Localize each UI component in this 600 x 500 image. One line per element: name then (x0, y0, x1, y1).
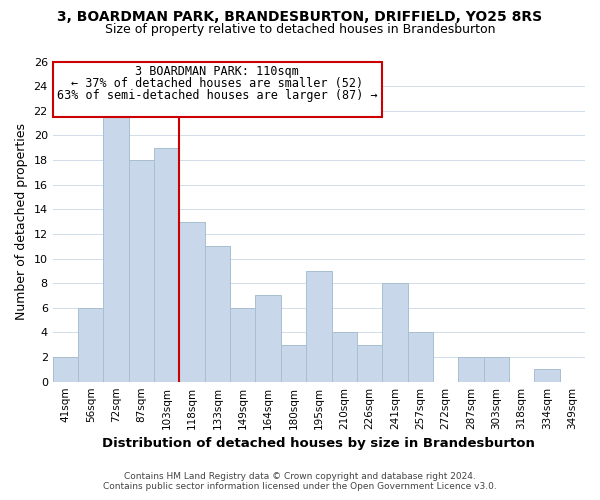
Bar (205, 246, 230, 382)
Bar (484, 357, 509, 382)
Bar (179, 222, 205, 382)
Bar (407, 332, 433, 382)
Bar (129, 160, 154, 382)
Text: 3, BOARDMAN PARK, BRANDESBURTON, DRIFFIELD, YO25 8RS: 3, BOARDMAN PARK, BRANDESBURTON, DRIFFIE… (58, 10, 542, 24)
Text: 3 BOARDMAN PARK: 110sqm: 3 BOARDMAN PARK: 110sqm (136, 66, 299, 78)
Bar (332, 332, 357, 382)
Text: Contains HM Land Registry data © Crown copyright and database right 2024.: Contains HM Land Registry data © Crown c… (124, 472, 476, 481)
Bar (256, 296, 281, 382)
Bar (78, 308, 103, 382)
Text: Size of property relative to detached houses in Brandesburton: Size of property relative to detached ho… (105, 22, 495, 36)
Bar (103, 111, 129, 382)
Y-axis label: Number of detached properties: Number of detached properties (15, 123, 28, 320)
Text: 63% of semi-detached houses are larger (87) →: 63% of semi-detached houses are larger (… (57, 89, 378, 102)
Bar (357, 344, 382, 382)
Bar (458, 357, 484, 382)
Bar (306, 271, 332, 382)
Text: Contains public sector information licensed under the Open Government Licence v3: Contains public sector information licen… (103, 482, 497, 491)
Bar (281, 344, 306, 382)
X-axis label: Distribution of detached houses by size in Brandesburton: Distribution of detached houses by size … (103, 437, 535, 450)
Bar (230, 308, 256, 382)
Bar (154, 148, 179, 382)
Bar (535, 370, 560, 382)
Bar (53, 357, 78, 382)
Bar (382, 283, 407, 382)
Text: ← 37% of detached houses are smaller (52): ← 37% of detached houses are smaller (52… (71, 78, 364, 90)
